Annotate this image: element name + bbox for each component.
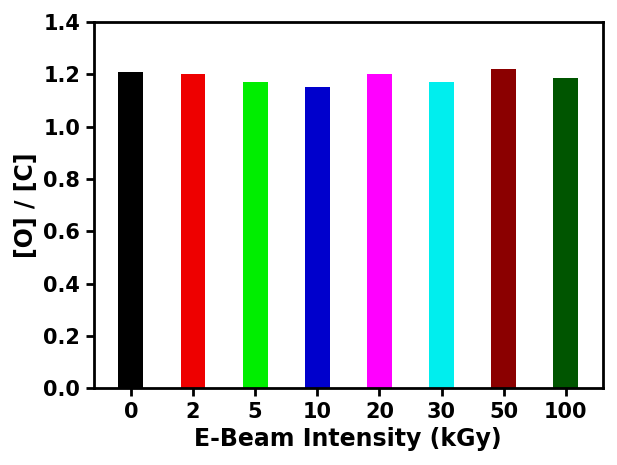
Bar [429,82,454,388]
Bar [118,72,143,388]
Bar [367,74,392,388]
Bar [491,69,516,388]
Bar [242,82,268,388]
Bar [305,87,329,388]
X-axis label: E-Beam Intensity (kGy): E-Beam Intensity (kGy) [194,427,502,451]
Y-axis label: [O] / [C]: [O] / [C] [14,153,38,258]
Bar [181,74,205,388]
Bar [553,78,578,388]
